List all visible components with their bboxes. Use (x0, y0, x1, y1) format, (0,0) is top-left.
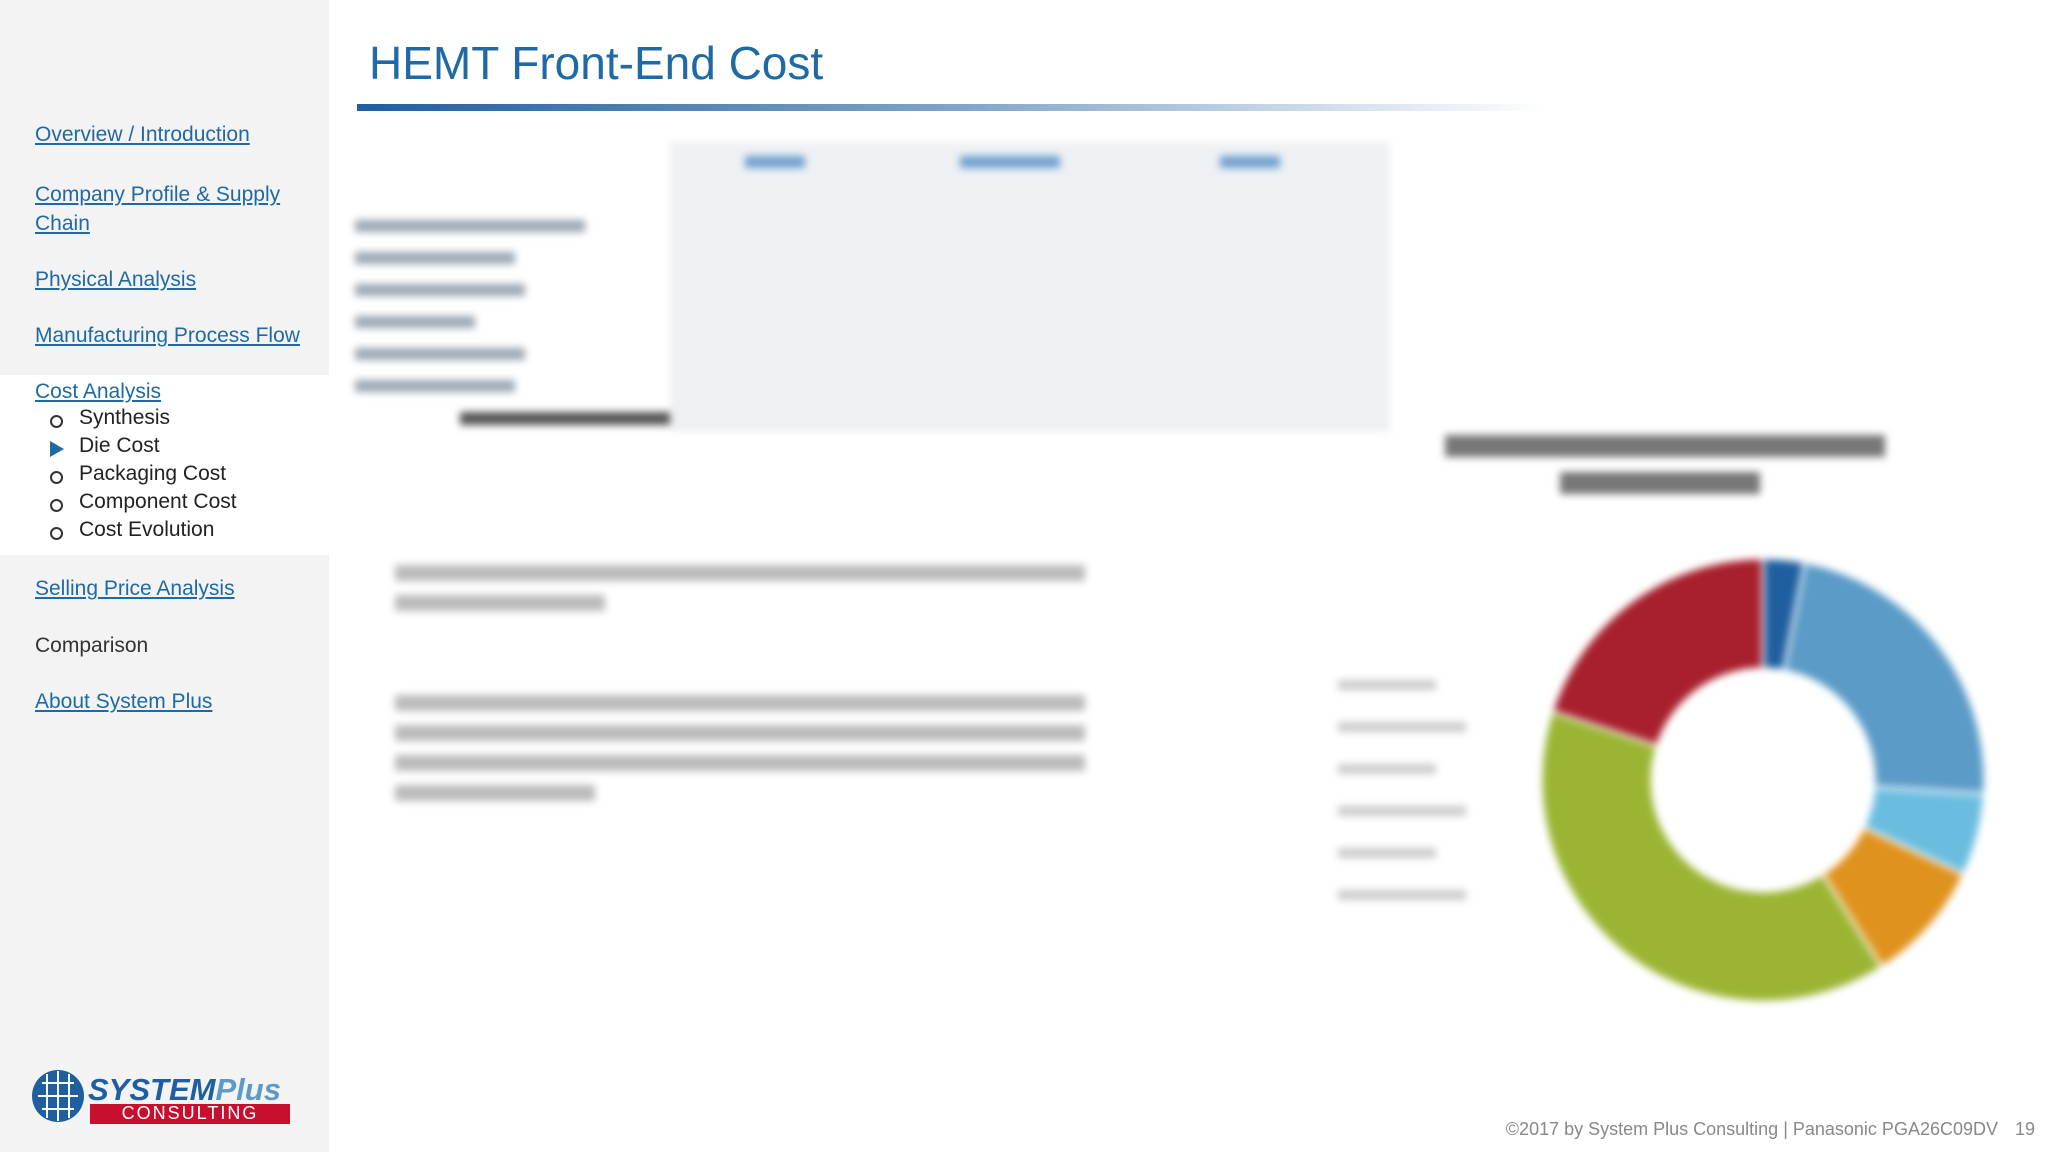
logo-band (90, 1104, 290, 1124)
table-rows (355, 156, 1280, 425)
section-highlight (0, 375, 329, 555)
donut-segments (1338, 556, 1987, 1004)
nav-item[interactable]: Physical Analysis (35, 268, 197, 291)
nav-item[interactable]: Cost Analysis (35, 380, 162, 403)
legend-blur (1338, 722, 1466, 732)
bullet (50, 415, 63, 428)
current-marker (50, 441, 64, 457)
nav-item: Comparison (35, 634, 149, 657)
legend-blur (1338, 848, 1436, 858)
table-bg (670, 142, 1390, 432)
donut-segment (1782, 560, 1987, 796)
logo-grid (38, 1071, 78, 1121)
nav-subitem[interactable]: Component Cost (79, 490, 237, 513)
logo-name: SYSTEMPlus (88, 1072, 281, 1107)
logo-tagline: CONSULTING (122, 1103, 259, 1123)
legend-blur (1338, 806, 1466, 816)
title-rule (357, 104, 1547, 111)
nav-subitem[interactable]: Packaging Cost (79, 462, 227, 485)
logo: SYSTEMPlus CONSULTING (32, 1070, 290, 1124)
nav-item[interactable]: Overview / Introduction (35, 123, 250, 146)
nav-subitem[interactable]: Die Cost (79, 434, 160, 457)
donut-segment (1539, 709, 1885, 1004)
nav-item[interactable]: Selling Price Analysis (35, 577, 235, 600)
footer: ©2017 by System Plus Consulting | Panaso… (1505, 1119, 1998, 1139)
bullet (50, 527, 63, 540)
blurred-content (355, 142, 1390, 801)
bullet (50, 471, 63, 484)
nav-item[interactable]: Manufacturing Process Flow (35, 324, 300, 347)
nav-subitem[interactable]: Synthesis (79, 406, 171, 429)
legend-blur (1338, 680, 1436, 690)
nav-item[interactable]: Company Profile & Supply Chain (35, 183, 281, 235)
legend-blur (1338, 764, 1436, 774)
bullet (50, 499, 63, 512)
legend-blur (1338, 890, 1466, 900)
nav-subitem[interactable]: Cost Evolution (79, 518, 215, 541)
donut-chart (1338, 556, 1987, 1004)
page-number: 19 (2014, 1119, 2035, 1139)
donut-segment (1549, 556, 1765, 748)
chart-title-blur (1445, 435, 1885, 494)
paragraphs (395, 565, 1085, 801)
slide-title: HEMT Front-End Cost (369, 37, 824, 89)
nav-item[interactable]: About System Plus (35, 690, 213, 713)
sidebar: Overview / Introduction Company Profile &… (0, 0, 329, 1152)
